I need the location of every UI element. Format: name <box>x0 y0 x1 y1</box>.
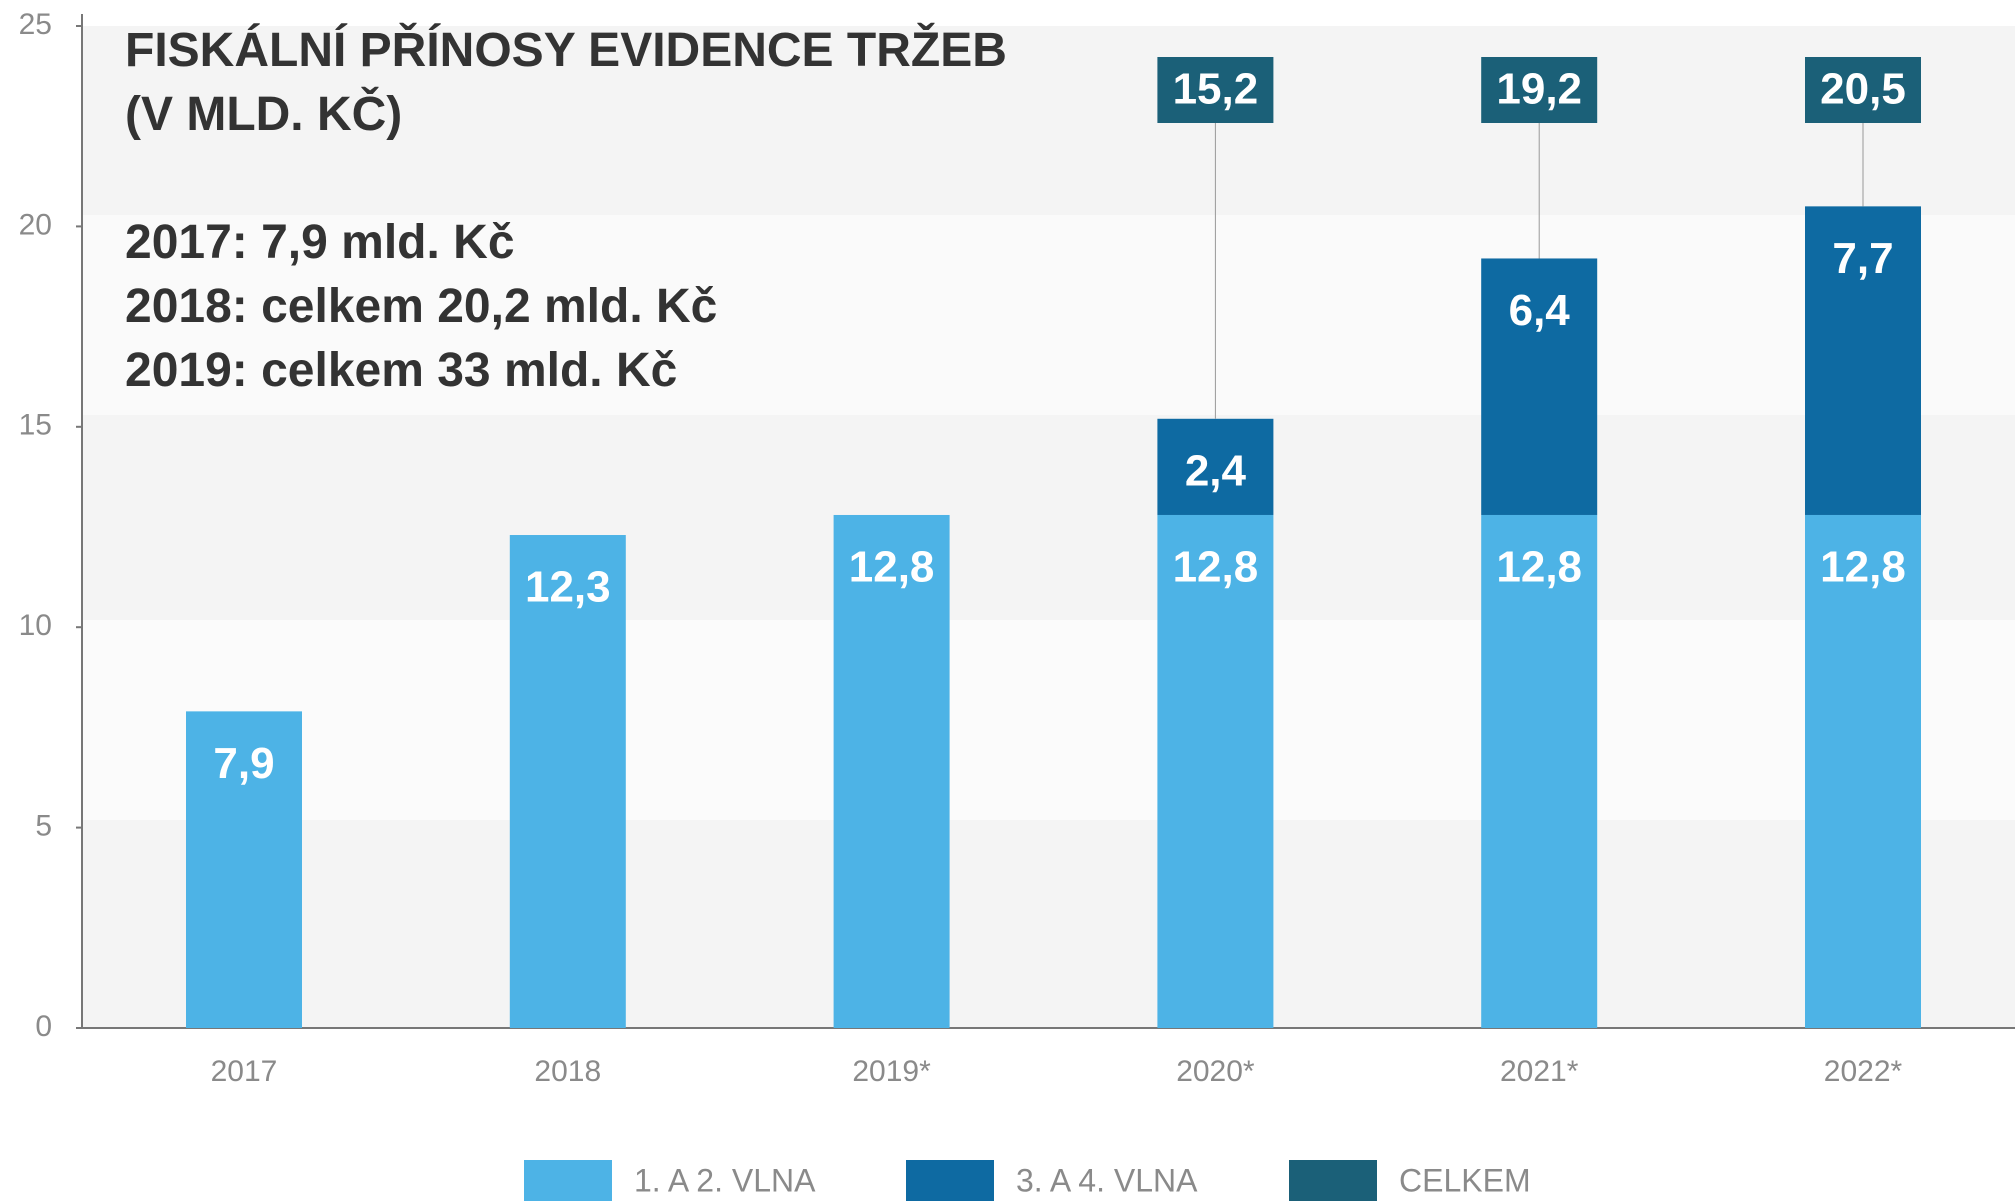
chart: FISKÁLNÍ PŘÍNOSY EVIDENCE TRŽEB (V MLD. … <box>0 0 2015 1201</box>
chart-subtitle: (V MLD. KČ) <box>125 86 402 141</box>
legend-swatch <box>524 1160 612 1201</box>
chart-title: FISKÁLNÍ PŘÍNOSY EVIDENCE TRŽEB <box>125 22 1007 77</box>
bar <box>1481 515 1597 1028</box>
bar-value-label: 12,8 <box>1820 543 1906 592</box>
annotation: 2018: celkem 20,2 mld. Kč <box>125 280 717 333</box>
total-label: 15,2 <box>1173 65 1259 114</box>
total-label: 20,5 <box>1820 65 1906 114</box>
y-tick-label: 5 <box>35 810 52 843</box>
y-tick-label: 25 <box>19 8 52 41</box>
plot-band <box>82 620 2015 820</box>
legend-swatch <box>906 1160 994 1201</box>
bar-value-label: 12,8 <box>1173 543 1259 592</box>
bar-value-label: 6,4 <box>1509 286 1571 335</box>
bar-value-label: 12,8 <box>1496 543 1582 592</box>
bar-value-label: 2,4 <box>1185 446 1247 495</box>
x-tick-label: 2018 <box>534 1055 601 1088</box>
bar-value-label: 7,7 <box>1832 234 1893 283</box>
y-tick-label: 20 <box>19 208 52 241</box>
legend-label: 3. A 4. VLNA <box>1016 1162 1198 1198</box>
total-label: 19,2 <box>1496 65 1582 114</box>
annotation: 2019: celkem 33 mld. Kč <box>125 344 677 397</box>
legend-label: CELKEM <box>1399 1162 1531 1198</box>
legend-swatch <box>1289 1160 1377 1201</box>
bar-value-label: 12,8 <box>849 543 935 592</box>
y-tick-label: 0 <box>35 1010 52 1043</box>
x-tick-label: 2017 <box>211 1055 278 1088</box>
plot-background <box>82 26 2015 1028</box>
bar <box>1157 515 1273 1028</box>
bar-value-label: 7,9 <box>213 739 274 788</box>
x-tick-label: 2019* <box>852 1055 931 1088</box>
bar <box>834 515 950 1028</box>
x-tick-label: 2020* <box>1176 1055 1255 1088</box>
y-tick-label: 10 <box>19 609 52 642</box>
x-tick-label: 2021* <box>1500 1055 1579 1088</box>
bar-value-label: 12,3 <box>525 563 611 612</box>
bar <box>1805 515 1921 1028</box>
y-tick-label: 15 <box>19 409 52 442</box>
x-tick-label: 2022* <box>1824 1055 1903 1088</box>
legend-label: 1. A 2. VLNA <box>634 1162 816 1198</box>
annotation: 2017: 7,9 mld. Kč <box>125 216 515 269</box>
